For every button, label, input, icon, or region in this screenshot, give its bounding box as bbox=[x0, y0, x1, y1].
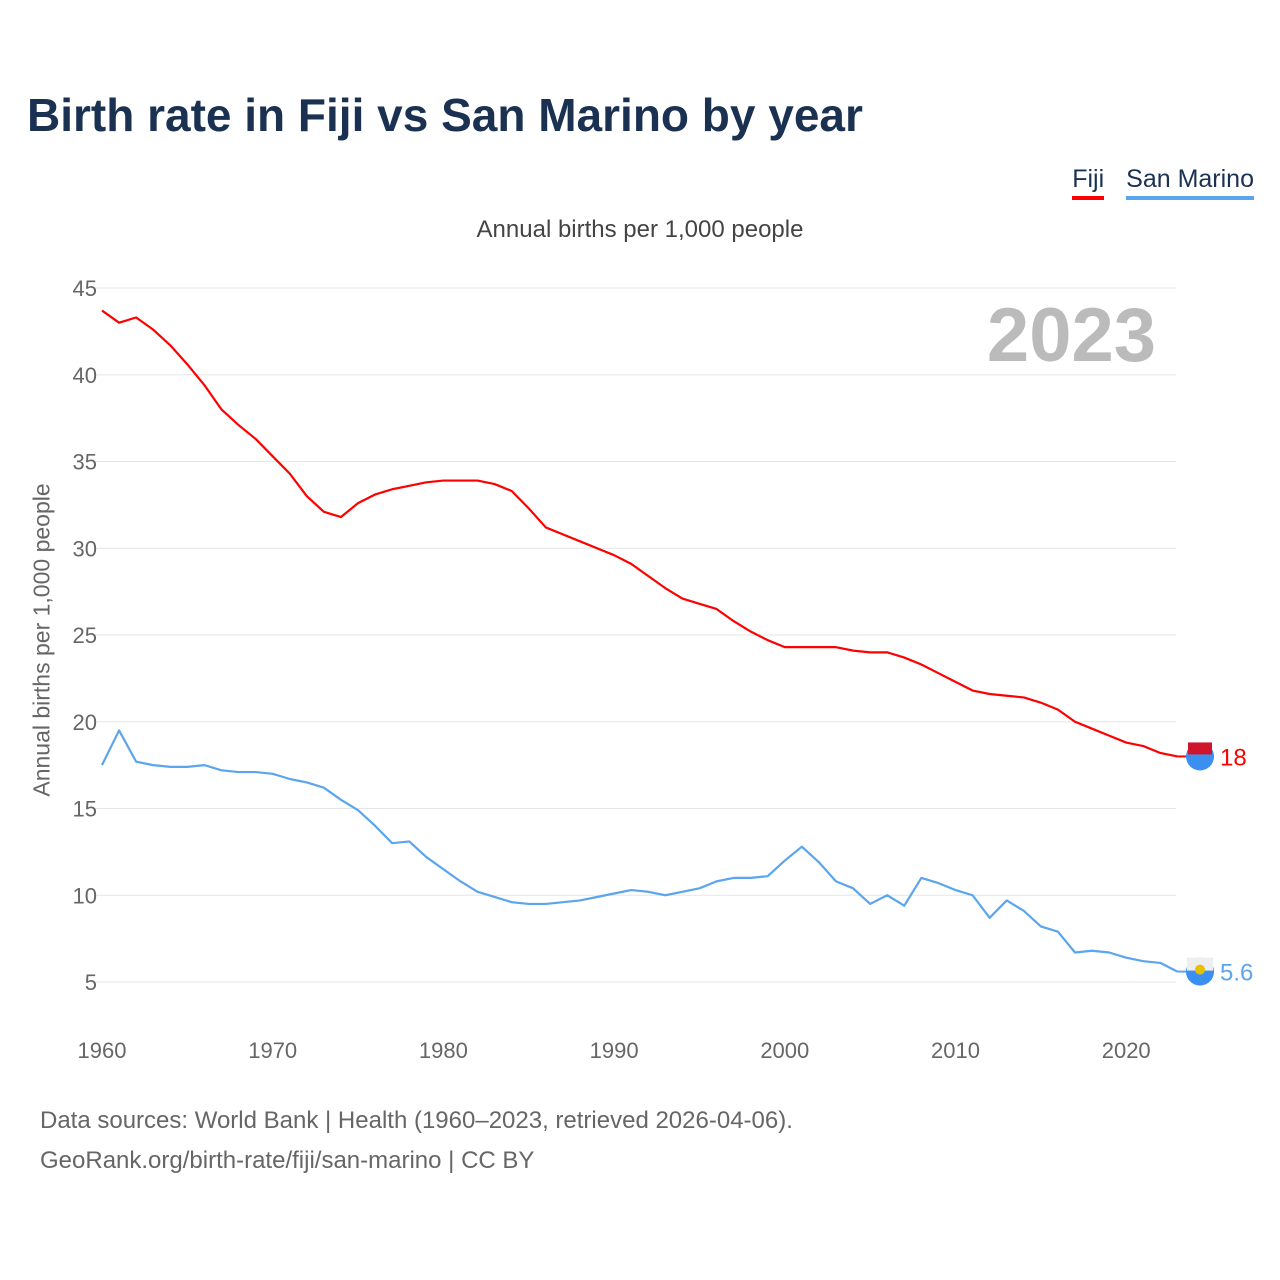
series-line-fiji bbox=[101, 309, 1178, 758]
series-end-label: 18 bbox=[1220, 744, 1247, 771]
y-tick-label: 15 bbox=[73, 797, 97, 822]
y-tick-label: 45 bbox=[73, 276, 97, 301]
y-tick-label: 20 bbox=[73, 710, 97, 735]
san-marino-flag-top bbox=[1187, 957, 1213, 971]
chart-subtitle: Annual births per 1,000 people bbox=[476, 216, 804, 243]
x-tick-label: 2000 bbox=[760, 1038, 809, 1063]
x-tick-label: 2010 bbox=[931, 1038, 980, 1063]
series-line-san-marino bbox=[101, 729, 1178, 973]
x-tick-label: 1970 bbox=[248, 1038, 297, 1063]
san-marino-crest bbox=[1195, 964, 1205, 975]
y-tick-label: 35 bbox=[73, 450, 97, 475]
x-tick-label: 1960 bbox=[78, 1038, 127, 1063]
legend-san-marino[interactable]: San Marino bbox=[1126, 165, 1254, 200]
footer-url: GeoRank.org/birth-rate/fiji/san-marino |… bbox=[40, 1147, 535, 1174]
x-tick-label: 1980 bbox=[419, 1038, 468, 1063]
current-year-label: 2023 bbox=[986, 293, 1156, 378]
legend-fiji[interactable]: Fiji bbox=[1072, 165, 1105, 200]
x-tick-label: 2020 bbox=[1102, 1038, 1151, 1063]
y-tick-label: 25 bbox=[73, 623, 97, 648]
x-tick-label: 1990 bbox=[590, 1038, 639, 1063]
series-end-label: 5.6 bbox=[1220, 960, 1253, 987]
footer-sources: Data sources: World Bank | Health (1960–… bbox=[40, 1107, 793, 1134]
y-tick-label: 5 bbox=[85, 970, 97, 995]
legend: Fiji San Marino bbox=[1072, 165, 1254, 200]
y-tick-label: 40 bbox=[73, 363, 97, 388]
fiji-flag-canton bbox=[1188, 742, 1212, 755]
chart-title: Birth rate in Fiji vs San Marino by year bbox=[27, 89, 863, 141]
y-tick-label: 30 bbox=[73, 536, 97, 561]
y-tick-label: 10 bbox=[73, 883, 97, 908]
